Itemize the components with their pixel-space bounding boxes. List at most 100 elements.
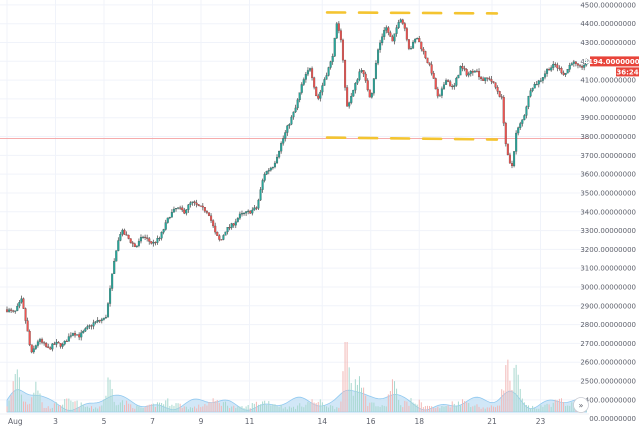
candle-body bbox=[133, 243, 136, 248]
candle-body bbox=[230, 223, 233, 228]
volume-bar bbox=[301, 406, 303, 412]
candle-body bbox=[170, 212, 173, 218]
candle-body bbox=[341, 39, 345, 61]
volume-bar bbox=[72, 401, 74, 412]
scroll-button-bg[interactable] bbox=[573, 397, 589, 413]
price-tick-label: 3500.00000000 bbox=[580, 190, 636, 198]
candle-body bbox=[409, 48, 413, 50]
candle-body bbox=[550, 67, 553, 71]
volume-bar bbox=[37, 390, 39, 412]
volume-bar bbox=[95, 407, 97, 412]
volume-bar bbox=[379, 406, 381, 412]
candle-body bbox=[531, 88, 534, 91]
volume-bar bbox=[212, 398, 214, 412]
candle-body bbox=[18, 302, 21, 307]
candle-body bbox=[436, 88, 439, 97]
volume-bar bbox=[251, 403, 253, 412]
scroll-to-realtime-button[interactable]: » bbox=[573, 397, 589, 413]
candle-body bbox=[259, 189, 262, 201]
candle-body bbox=[234, 221, 237, 226]
volume-bar bbox=[422, 407, 424, 412]
candle-body bbox=[327, 67, 330, 76]
volume-bar bbox=[389, 391, 391, 412]
volume-bar bbox=[544, 404, 546, 412]
volume-bar bbox=[111, 388, 113, 412]
candle-body bbox=[102, 317, 105, 320]
volume-bar bbox=[486, 407, 488, 412]
volume-bar bbox=[517, 374, 519, 412]
volume-bar bbox=[319, 399, 321, 412]
candle-body bbox=[36, 341, 39, 346]
candle-body bbox=[535, 84, 538, 86]
candle-body bbox=[564, 72, 567, 75]
volume-bar bbox=[8, 400, 10, 412]
volume-bar bbox=[332, 405, 334, 412]
candle-body bbox=[366, 80, 369, 90]
volume-bar bbox=[492, 406, 494, 412]
volume-bar bbox=[416, 404, 418, 412]
volume-bar bbox=[336, 407, 338, 412]
time-axis[interactable]: Aug 3 5 7 9 11 14 16 18 21 23 bbox=[0, 413, 589, 427]
candle-body bbox=[506, 143, 509, 156]
candle-body bbox=[422, 48, 425, 52]
volume-bar bbox=[216, 400, 218, 412]
candle-body bbox=[393, 33, 396, 42]
volume-bar bbox=[109, 379, 111, 412]
price-tick-label: 4000.00000000 bbox=[580, 95, 636, 103]
volume-bar bbox=[84, 406, 86, 412]
volume-bar bbox=[142, 407, 144, 412]
candle-body bbox=[94, 321, 97, 323]
candle-body bbox=[135, 245, 138, 248]
candle-body bbox=[350, 96, 353, 103]
price-tick-label: 4300.00000000 bbox=[580, 39, 636, 47]
candle-body bbox=[463, 68, 466, 70]
candle-body bbox=[304, 74, 307, 80]
volume-bar bbox=[175, 403, 177, 412]
candle-body bbox=[139, 236, 143, 242]
volume-bar bbox=[307, 401, 309, 412]
volume-bar bbox=[210, 402, 212, 412]
volume-bar bbox=[488, 407, 490, 412]
candle-body bbox=[317, 95, 320, 99]
candle-body bbox=[195, 202, 198, 205]
volume-bar bbox=[218, 403, 220, 412]
candle-body bbox=[269, 167, 272, 171]
candle-body bbox=[55, 341, 58, 345]
candle-body bbox=[430, 64, 433, 74]
candle-body bbox=[502, 97, 505, 124]
candle-body bbox=[519, 123, 522, 128]
candle-body bbox=[467, 73, 470, 76]
volume-bar bbox=[470, 407, 472, 412]
candle-body bbox=[583, 64, 586, 68]
candle-body bbox=[418, 38, 421, 43]
candle-body bbox=[203, 206, 206, 212]
candle-body bbox=[533, 84, 536, 89]
candle-body bbox=[292, 111, 295, 118]
candle-body bbox=[232, 223, 235, 226]
volume-bar bbox=[14, 374, 16, 412]
price-tick-label: 3600.00000000 bbox=[580, 171, 636, 179]
volume-bar bbox=[55, 402, 57, 412]
candle-body bbox=[284, 132, 287, 139]
volume-bar bbox=[391, 379, 393, 412]
volume-bar bbox=[113, 401, 115, 412]
candle-body bbox=[335, 23, 338, 39]
volume-bar bbox=[233, 405, 235, 412]
candle-body bbox=[137, 240, 140, 246]
volume-bar bbox=[507, 359, 509, 412]
volume-bar bbox=[530, 408, 532, 412]
candle-body bbox=[172, 208, 175, 213]
candle-body bbox=[164, 222, 167, 230]
candle-body bbox=[383, 30, 386, 37]
candle-body bbox=[407, 39, 410, 49]
volume-bar bbox=[429, 405, 431, 412]
volume-bar bbox=[540, 405, 542, 412]
price-tick-label: 2500.00000000 bbox=[580, 378, 636, 386]
candle-body bbox=[562, 72, 565, 75]
candle-body bbox=[321, 85, 324, 93]
candle-body bbox=[16, 305, 19, 311]
volume-bar bbox=[138, 406, 140, 412]
candle-body bbox=[10, 309, 13, 311]
candlesticks bbox=[5, 18, 588, 354]
